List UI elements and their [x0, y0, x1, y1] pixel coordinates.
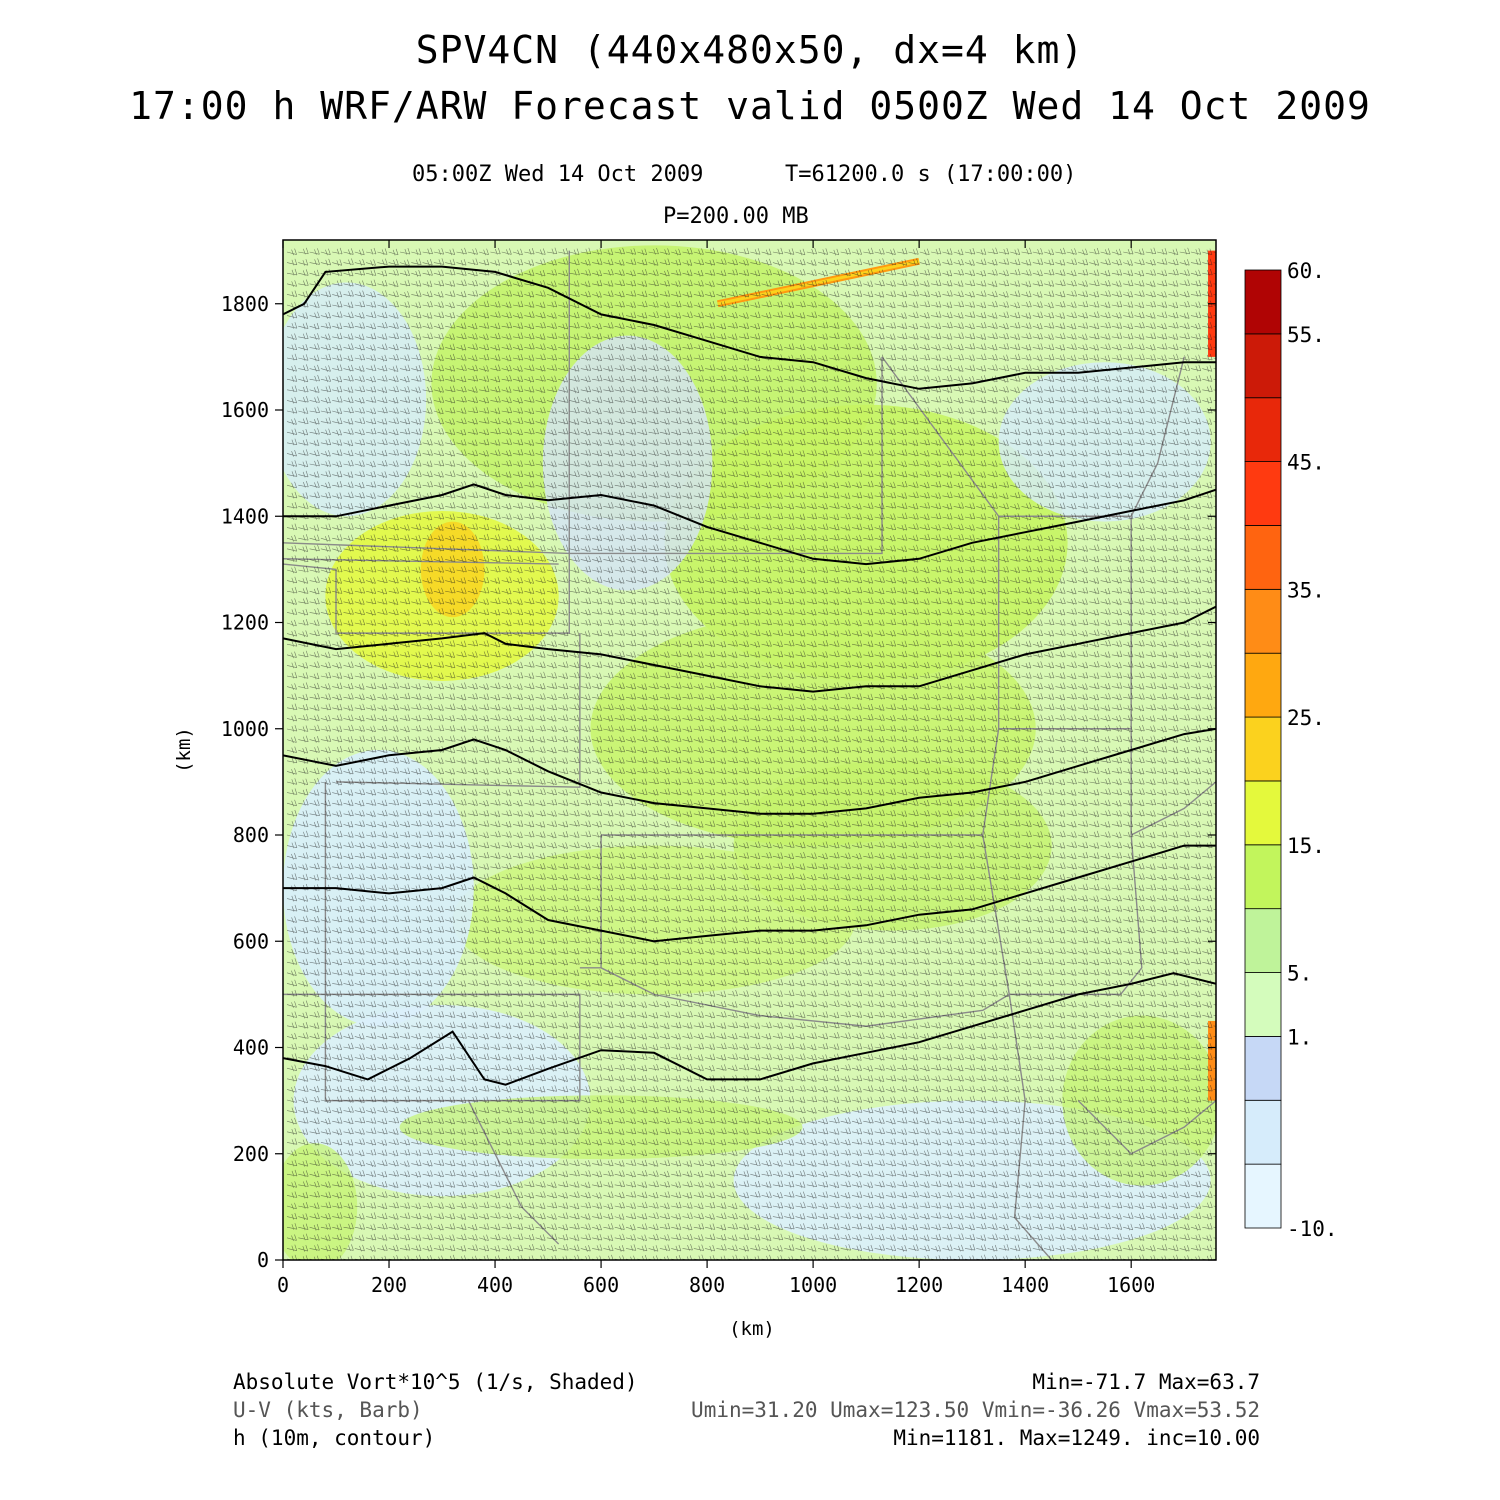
x-tick-label-800: 800	[689, 1273, 725, 1297]
colorbar-swatch-10	[1244, 525, 1282, 590]
vorticity-region-10	[542, 335, 713, 591]
height-contours	[283, 265, 1216, 1086]
colorbar-swatch-8	[1244, 652, 1282, 718]
shaded-field-stats: Min=-71.7 Max=63.7	[1032, 1370, 1260, 1394]
x-tick-label-400: 400	[477, 1273, 513, 1297]
colorbar-label-0: 60.	[1287, 259, 1325, 283]
plot-frame	[282, 239, 1217, 1261]
state-boundary-13	[600, 967, 1010, 1027]
colorbar-swatch-4	[1244, 908, 1282, 973]
state-boundary-15	[1077, 1100, 1216, 1155]
wind-barb-field	[286, 247, 1216, 1260]
colorbar-swatch-13	[1244, 333, 1282, 399]
colorbar-label-8: -10.	[1287, 1217, 1338, 1241]
height-contour-4	[283, 483, 1216, 566]
model-time-label: T=61200.0 s (17:00:00)	[785, 162, 1077, 187]
y-tick-label-600: 600	[233, 929, 269, 953]
state-boundary-2	[283, 553, 570, 634]
vorticity-region-6	[452, 845, 856, 995]
y-axis-label: (km)	[173, 727, 195, 773]
x-tick-label-1600: 1600	[1107, 1273, 1155, 1297]
colorbar-label-1: 55.	[1287, 323, 1325, 347]
x-tick-label-1000: 1000	[789, 1273, 837, 1297]
colorbar-swatch-6	[1244, 780, 1282, 846]
state-boundary-10	[1130, 356, 1185, 835]
height-contour-2	[283, 727, 1216, 815]
colorbar-swatch-14	[1244, 269, 1282, 335]
colorbar-label-5: 15.	[1287, 834, 1325, 858]
wind-barbs	[286, 247, 1216, 1260]
x-tick-label-1200: 1200	[895, 1273, 943, 1297]
colorbar-swatch-3	[1244, 972, 1282, 1037]
chart-title-line2: 17:00 h WRF/ARW Forecast valid 0500Z Wed…	[129, 84, 1371, 128]
vorticity-region-14	[399, 1095, 803, 1160]
state-boundary-1	[569, 356, 883, 555]
contour-field-stats: Min=1181. Max=1249. inc=10.00	[893, 1426, 1260, 1450]
height-contour-0	[283, 972, 1216, 1086]
vorticity-region-11	[998, 362, 1211, 522]
y-tick-label-1600: 1600	[221, 398, 269, 422]
x-tick-label-0: 0	[277, 1273, 289, 1297]
shaded-field-label: Absolute Vort*10^5 (1/s, Shaded)	[233, 1370, 638, 1394]
height-contour-1	[283, 844, 1216, 943]
y-tick-label-1200: 1200	[221, 611, 269, 635]
colorbar-swatch-12	[1244, 397, 1282, 463]
x-tick-label-600: 600	[583, 1273, 619, 1297]
colorbar-label-2: 45.	[1287, 451, 1325, 475]
y-tick-label-1000: 1000	[221, 717, 269, 741]
y-tick-label-200: 200	[233, 1142, 269, 1166]
chart-title-line1: SPV4CN (440x480x50, dx=4 km)	[415, 28, 1085, 72]
colorbar-swatch-9	[1244, 588, 1282, 654]
barb-field-stats: Umin=31.20 Umax=123.50 Vmin=-36.26 Vmax=…	[691, 1398, 1260, 1422]
x-tick-label-200: 200	[371, 1273, 407, 1297]
vorticity-region-3	[420, 521, 485, 618]
colorbar-label-7: 1.	[1287, 1025, 1312, 1049]
colorbar-swatch-0	[1244, 1163, 1282, 1229]
x-tick-label-1400: 1400	[1001, 1273, 1049, 1297]
y-tick-label-1800: 1800	[221, 292, 269, 316]
colorbar-swatch-2	[1244, 1036, 1282, 1101]
state-boundary-14	[467, 1100, 560, 1245]
colorbar: 60. 55. 45. 35. 25. 15. 5. 1. -10.	[1244, 259, 1338, 1241]
plot-axes: 0 200 400 600 800 1000 1200 1400 1600 0 200 400 600 8…	[221, 240, 1216, 1297]
vorticity-region-12	[283, 282, 427, 517]
colorbar-label-6: 5.	[1287, 962, 1312, 986]
vorticity-edge-maximum-south	[1208, 1020, 1216, 1101]
height-contour-5	[283, 265, 1216, 390]
colorbar-label-3: 35.	[1287, 578, 1325, 602]
height-contour-3	[283, 605, 1216, 693]
vorticity-maximum-north-core	[717, 259, 920, 306]
vorticity-region-13	[1062, 1015, 1216, 1186]
y-tick-label-800: 800	[233, 823, 269, 847]
y-tick-label-0: 0	[257, 1248, 269, 1272]
colorbar-swatch-5	[1244, 844, 1282, 910]
barb-field-label: U-V (kts, Barb)	[233, 1398, 423, 1422]
colorbar-swatch-11	[1244, 461, 1282, 526]
pressure-level-label: P=200.00 MB	[663, 204, 809, 229]
y-tick-label-1400: 1400	[221, 504, 269, 528]
contour-field-label: h (10m, contour)	[233, 1426, 436, 1450]
colorbar-swatch-1	[1244, 1099, 1282, 1165]
vorticity-shading	[283, 240, 1216, 1260]
valid-time-label: 05:00Z Wed 14 Oct 2009	[412, 162, 704, 187]
vorticity-region-15	[283, 1143, 358, 1260]
colorbar-label-4: 25.	[1287, 706, 1325, 730]
y-tick-label-400: 400	[233, 1036, 269, 1060]
colorbar-swatch-7	[1244, 716, 1282, 782]
x-axis-label: (km)	[729, 1318, 775, 1340]
